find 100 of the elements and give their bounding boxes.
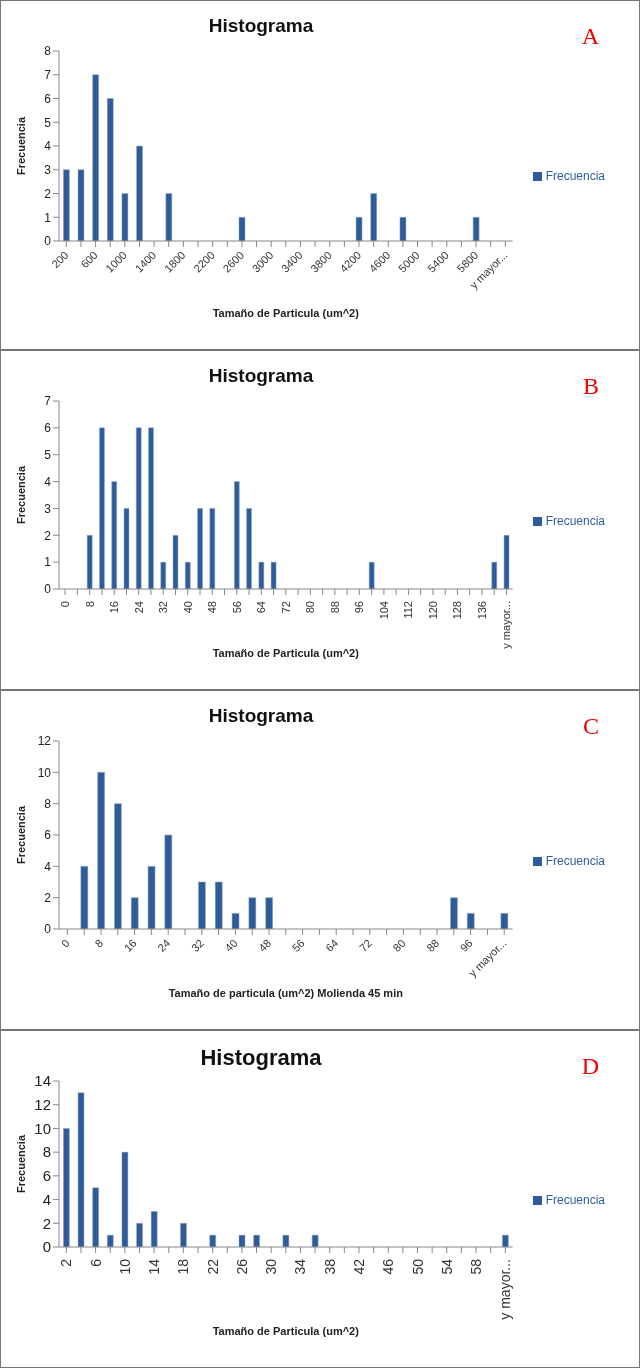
y-tick-label: 4	[44, 474, 52, 489]
bar	[238, 1234, 246, 1247]
chart-title: Histograma	[207, 705, 315, 727]
text: B	[582, 373, 599, 400]
bar	[135, 427, 142, 589]
bar	[238, 217, 246, 241]
x-tick-label: 38	[321, 1258, 338, 1275]
bar	[99, 427, 105, 589]
x-tick-label: 128	[451, 601, 464, 620]
bar	[136, 145, 143, 241]
bar	[209, 1234, 216, 1247]
y-tick-label: 4	[42, 1190, 51, 1208]
y-tick-label: 12	[37, 734, 52, 749]
bar	[148, 427, 154, 589]
bar	[234, 481, 240, 589]
bar	[114, 803, 122, 929]
bar	[258, 561, 265, 589]
x-tick-label: 64	[323, 936, 341, 954]
x-tick-label: 50	[409, 1258, 426, 1275]
y-axis-title: Frecuencia	[14, 805, 27, 865]
x-tick-label: 104	[377, 601, 390, 620]
y-tick-label: 0	[44, 922, 52, 937]
chart-title: Histograma	[207, 365, 315, 387]
text: A	[581, 23, 599, 50]
x-tick-label: 22	[204, 1258, 221, 1275]
y-tick-label: 6	[44, 828, 52, 843]
bar	[172, 535, 179, 589]
bar	[123, 508, 130, 589]
y-tick-label: 0	[44, 234, 52, 249]
x-tick-label: 26	[233, 1258, 250, 1275]
bar	[368, 561, 375, 589]
legend-label: Frecuencia	[545, 854, 605, 868]
y-axis-title: Frecuencia	[14, 465, 27, 525]
bar	[472, 217, 480, 241]
bar	[86, 535, 93, 589]
bar	[165, 193, 173, 241]
y-tick-label: 4	[44, 139, 52, 154]
x-axis-title: Tamaño de Particula (um^2)	[212, 647, 360, 659]
bar	[248, 897, 257, 929]
y-tick-label: 1	[44, 555, 52, 570]
y-tick-label: 8	[44, 796, 52, 811]
x-tick-label: 64	[255, 601, 268, 614]
x-tick-label: 112	[402, 601, 415, 619]
x-tick-label: 2	[58, 1258, 75, 1267]
x-tick-label: 8	[83, 601, 96, 608]
x-tick-label: 56	[289, 936, 307, 954]
y-tick-label: 0	[42, 1238, 51, 1256]
text: D	[581, 1053, 599, 1080]
bar	[491, 561, 498, 589]
bar	[270, 561, 277, 589]
x-tick-label: 96	[353, 601, 366, 614]
x-tick-label: 72	[279, 601, 292, 614]
y-tick-label: 5	[44, 447, 52, 462]
bar	[121, 193, 129, 241]
bar	[107, 1234, 114, 1247]
y-tick-label: 10	[37, 765, 52, 780]
y-axis-title: Frecuencia	[14, 1134, 27, 1194]
x-tick-label: 40	[222, 936, 240, 954]
x-tick-label: 46	[380, 1258, 397, 1275]
bar	[121, 1151, 129, 1247]
bar	[130, 897, 139, 929]
bar	[265, 897, 273, 929]
y-tick-label: 3	[44, 163, 52, 178]
x-tick-label: 40	[181, 601, 194, 614]
y-tick-label: 8	[44, 44, 52, 59]
y-tick-label: 10	[34, 1119, 51, 1137]
y-tick-label: 6	[44, 91, 52, 106]
x-tick-label: 136	[475, 601, 488, 620]
x-tick-label: 6	[87, 1258, 104, 1267]
bar	[355, 217, 363, 241]
bar	[147, 866, 156, 929]
bar	[77, 169, 85, 241]
bar	[164, 834, 173, 929]
bar	[92, 74, 99, 241]
y-tick-label: 7	[44, 394, 52, 409]
bar	[198, 881, 206, 929]
bar	[253, 1234, 260, 1247]
x-tick-label: 30	[263, 1258, 280, 1275]
x-tick-label: 58	[468, 1258, 485, 1275]
x-tick-label: 80	[304, 601, 317, 614]
x-tick-label: 0	[59, 601, 72, 608]
x-tick-label: 16	[121, 936, 139, 954]
x-tick-label: 32	[157, 601, 170, 614]
x-tick-label: y mayor...	[500, 601, 513, 649]
bar	[111, 481, 117, 589]
x-tick-label: 120	[426, 601, 439, 620]
x-tick-label: 54	[438, 1258, 455, 1275]
bar	[150, 1211, 158, 1247]
bar	[282, 1234, 290, 1247]
x-axis-title: Tamaño de Particula (um^2)	[212, 1325, 360, 1337]
x-tick-label: 48	[256, 936, 274, 954]
x-tick-label: 32	[188, 936, 207, 954]
x-tick-label: 96	[457, 936, 475, 954]
bar	[80, 866, 89, 929]
text: C	[582, 713, 599, 740]
bar	[185, 561, 191, 589]
bar	[231, 913, 240, 929]
bar	[160, 561, 167, 589]
bar	[502, 1234, 509, 1247]
x-tick-label: 16	[108, 601, 121, 614]
